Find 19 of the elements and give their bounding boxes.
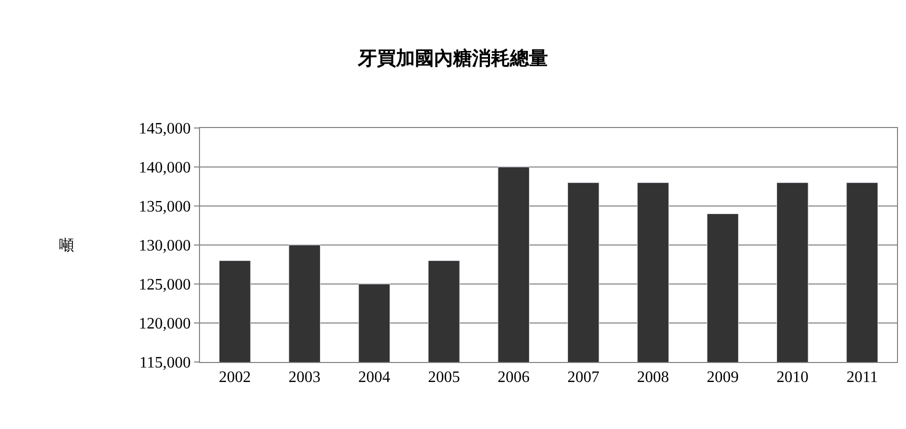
x-tick-label: 2002 [218,369,251,386]
x-tick-label: 2006 [498,369,530,386]
x-tick-label: 2003 [288,369,321,386]
x-tick-label: 2004 [358,369,390,386]
chart-title: 牙買加國內糖消耗總量 [357,48,548,70]
x-tick-label: 2007 [567,369,600,386]
y-tick-label: 130,000 [138,238,191,255]
y-tick-label: 115,000 [139,354,191,372]
x-tick-label: 2005 [428,369,460,386]
x-tick-label: 2011 [846,369,878,386]
x-tick-label: 2010 [776,369,808,386]
x-tick-label: 2009 [706,369,739,386]
y-tick-label: 140,000 [138,160,191,177]
y-tick-label: 135,000 [138,198,191,216]
y-tick-label: 145,000 [138,120,191,138]
x-tick-label: 2008 [637,369,670,386]
y-axis-title: 噸 [59,237,74,254]
y-tick-label: 125,000 [138,276,191,294]
y-tick-label: 120,000 [138,316,191,333]
